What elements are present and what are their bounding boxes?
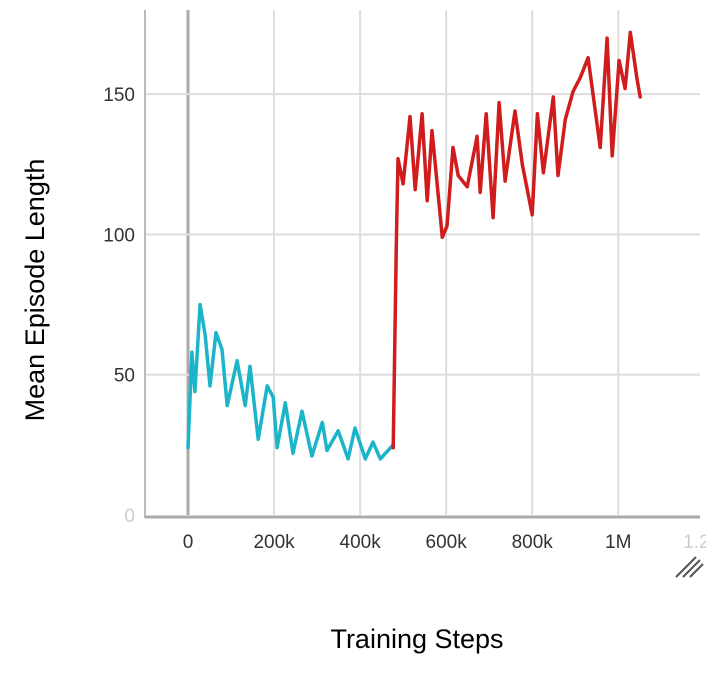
y-tick-label: 50 [114,366,135,387]
x-tick-label: 0 [183,532,194,553]
y-tick-label: 150 [103,85,135,106]
y-axis-label: Mean Episode Length [20,159,50,422]
tick-labels: 0 200k 400k 600k 800k 1M 1.2M 0 50 100 150 [103,85,706,553]
x-axis-label: Training Steps [330,624,503,654]
x-tick-label: 400k [340,532,382,553]
x-tick-label: 600k [426,532,468,553]
y-tick-label: 100 [103,225,135,246]
x-tick-label: 1.2M [683,532,706,553]
resize-hatch-icon[interactable] [675,556,704,578]
series-group [186,30,642,461]
x-tick-label: 1M [605,532,631,553]
series-line-0 [186,302,395,461]
x-tick-label: 200k [253,532,295,553]
series-line-1 [391,30,642,450]
y-tick-label: 0 [124,506,135,527]
x-tick-label: 800k [512,532,554,553]
axes [144,10,700,519]
